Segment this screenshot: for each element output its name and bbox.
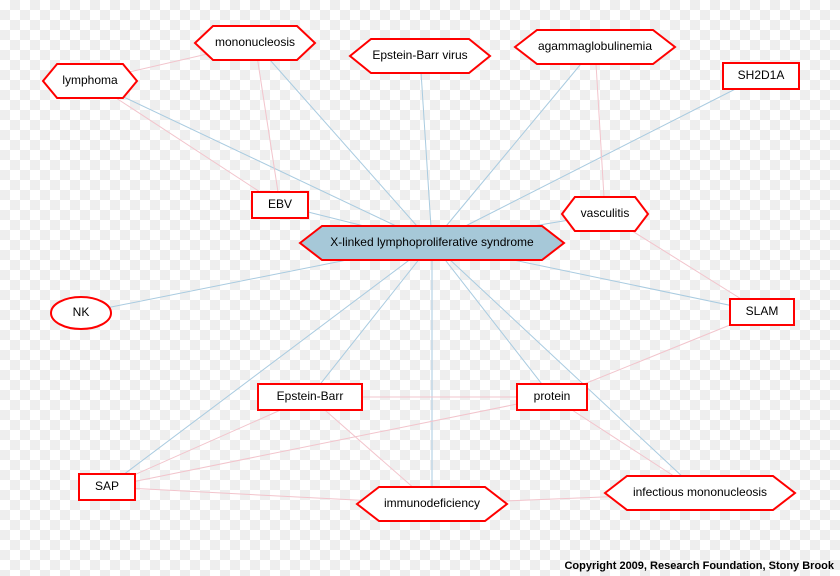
edge [420,56,432,243]
node-agam: agammaglobulinemia [515,30,675,64]
edge [107,243,432,487]
node-xlp: X-linked lymphoproliferative syndrome [300,226,564,260]
node-sap: SAP [79,474,135,500]
edge [432,243,700,493]
node-ebv: EBV [252,192,308,218]
edge [432,243,552,397]
network-svg: X-linked lymphoproliferative syndrome mon… [0,0,840,576]
node-mono: mononucleosis [195,26,315,60]
node-sh2d1a: SH2D1A [723,63,799,89]
node-protein: protein [517,384,587,410]
node-lymphoma: lymphoma [43,64,137,98]
node-infmono: infectious mononucleosis [605,476,795,510]
edge [310,243,432,397]
node-vasc: vasculitis [562,197,648,231]
edges-layer [81,43,762,504]
node-eb: Epstein-Barr [258,384,362,410]
nodes-layer: X-linked lymphoproliferative syndrome mon… [43,26,799,521]
copyright-text: Copyright 2009, Research Foundation, Sto… [564,560,834,572]
node-nk: NK [51,297,111,329]
node-slam: SLAM [730,299,794,325]
node-immuno: immunodeficiency [357,487,507,521]
edge [595,47,605,214]
diagram-stage: X-linked lymphoproliferative syndrome mon… [0,0,840,576]
edge [90,81,280,205]
node-ebvv: Epstein-Barr virus [350,39,490,73]
